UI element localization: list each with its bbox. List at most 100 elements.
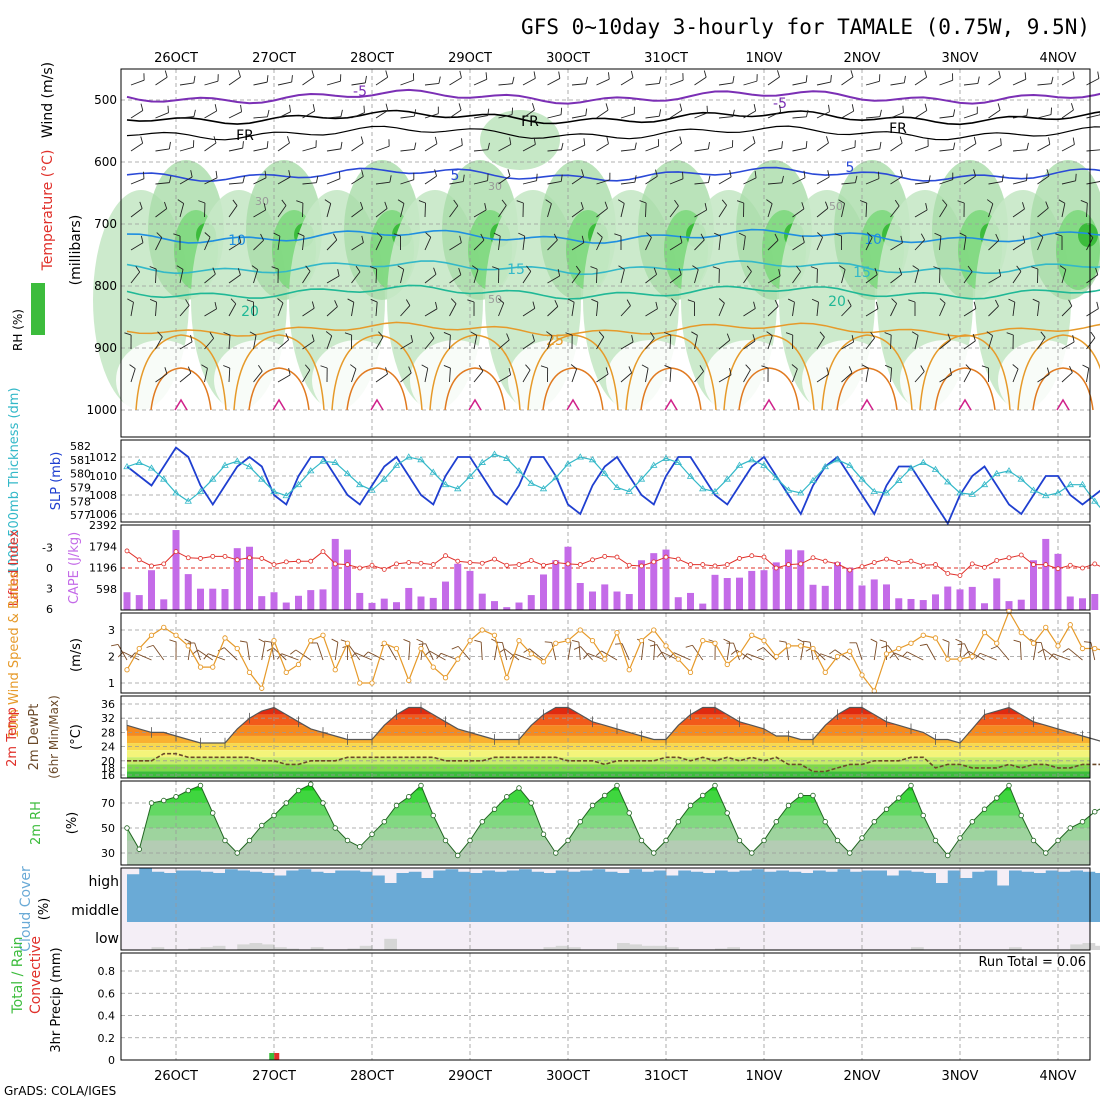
thickness-point [576,453,584,460]
thickness-point [919,458,927,465]
wind-barb [547,181,562,185]
wind-barb-flag [766,331,773,337]
wind-barb-flag [337,269,340,277]
wind-barb-flag [242,141,244,149]
cape-bar [478,593,486,610]
cloud-mid-bar [200,893,214,922]
temp-ytick: 24 [101,741,115,754]
wind-barb [988,275,1001,284]
thickness-point [1005,467,1013,474]
thickness-point [490,450,499,457]
wind10m-barb-flag [130,652,136,659]
wind-barb-flag [266,141,269,149]
thickness-ytick: 579 [70,481,91,494]
wind-barb [596,302,599,317]
top-date-label: 4NOV [1040,51,1077,66]
rh2m-point [308,781,314,787]
cloud-mid-bar [408,893,422,922]
cloud-high-bar [690,871,704,893]
thickness-ytick: 582 [70,440,91,453]
wind-barb-flag [198,200,206,204]
wind-barb-flag [554,299,559,307]
wind-barb-flag [874,267,878,275]
wind10m-barb-flag [146,644,154,648]
cloud-mid-bar [690,893,704,922]
wind-barb-flag [1097,71,1100,79]
wind-barb [694,112,708,119]
cloud-mid-bar [935,893,949,922]
cape-bar [1005,601,1013,610]
wind-barb [424,175,437,185]
wind-barb [253,209,266,218]
wind10m-barb [1019,642,1022,661]
thickness-point [1029,486,1038,493]
cloud-mid-bar [1033,893,1047,922]
wind-barb-flag [655,301,658,309]
wind-barb-flag [333,233,338,241]
cloud-high-bar [408,871,422,893]
wind-barb [204,236,211,251]
thickness-point [882,489,891,496]
thickness-point [613,483,621,490]
cape-bar [209,588,217,610]
rh-band [127,828,1090,841]
wind-barb-flag [281,199,287,206]
wind-barb-flag [512,76,515,84]
wind-barb [375,336,384,350]
li-point [149,563,154,569]
wind-barb-flag [443,365,451,369]
wind-barb-flag [939,298,946,304]
wind-barb [1061,341,1075,350]
wind-barb-flag [355,265,361,273]
wind-barb [963,340,976,350]
wind10m-barb [408,642,411,661]
li-point [1006,555,1012,561]
footer-credit: GrADS: COLA/IGES [4,1084,116,1098]
rh2m-point [1055,837,1061,844]
wind-barb [571,83,586,86]
wind-barb [130,368,136,383]
wind-barb-flag [434,169,437,177]
wind10m-barb [979,652,997,661]
cape-bar [846,567,854,610]
thickness-point [356,480,364,488]
wind-barb-flag [952,109,956,117]
wind-barb [767,275,781,284]
wind-barb-flag [140,136,144,144]
cape-bar [981,603,988,610]
wind-barb [522,180,537,185]
wind-barb-flag [779,104,782,112]
cloud-mid-bar [984,893,998,922]
wind-barb [424,143,438,152]
cloud-high-bar [457,871,471,893]
wind10m-barb-flag [169,639,177,643]
wind-barb-flag [581,235,585,243]
li-point [332,561,338,567]
wind-barb-flag [1082,364,1089,369]
li-point [516,562,522,567]
wind-barb-flag [658,109,662,117]
temp-contour [126,88,1100,105]
cape-bar [380,598,388,610]
wind-barb [375,208,388,218]
wind10m-barb [1090,642,1096,661]
cloud-mid-bar [1009,893,1022,922]
wind10m-point [491,632,498,638]
cloud-low-bar [629,944,642,950]
wind-barb [179,341,193,350]
wind-barb-flag [664,364,672,369]
wind10m-point [455,656,461,662]
cloud-high-bar [127,874,140,893]
wind10m-barb [457,646,471,661]
wind-barb-flag [934,232,942,237]
cloud-high-bar [751,869,765,893]
wind-barb [890,205,900,218]
cloud-low-bar [1009,947,1022,950]
thickness-point [454,485,462,492]
wind-barb-flag [826,136,829,144]
cape-bar [760,570,768,610]
thickness-point [1042,491,1050,499]
wind-barb-flag [1096,301,1099,309]
wind-barb [743,236,746,251]
